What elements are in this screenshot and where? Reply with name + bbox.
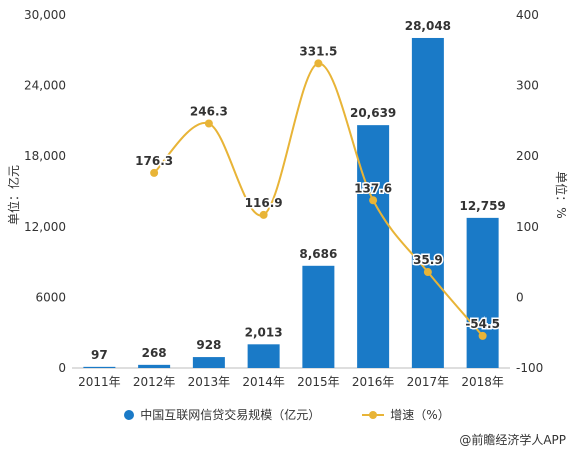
legend-item-bar[interactable]: 中国互联网信贷交易规模（亿元） xyxy=(124,406,320,423)
y-tick-label: 0 xyxy=(58,361,66,375)
line-point[interactable] xyxy=(423,268,432,277)
legend: 中国互联网信贷交易规模（亿元） 增速（%） xyxy=(0,406,574,423)
legend-swatch-line xyxy=(362,410,385,420)
legend-label-bar: 中国互联网信贷交易规模（亿元） xyxy=(140,408,321,422)
y-tick-label: 6000 xyxy=(35,290,66,304)
line-data-label: 246.3 xyxy=(190,105,228,119)
line-point[interactable] xyxy=(259,210,268,219)
line-data-label: 176.3 xyxy=(135,154,173,168)
x-tick-label: 2014年 xyxy=(242,375,285,389)
x-tick-label: 2012年 xyxy=(133,375,176,389)
bar[interactable] xyxy=(247,344,280,368)
y2-tick-label: 300 xyxy=(516,79,539,93)
bar[interactable] xyxy=(83,366,116,368)
y2-tick-label: 200 xyxy=(516,149,539,163)
y2-tick-label: 100 xyxy=(516,220,539,234)
x-tick-label: 2015年 xyxy=(297,375,340,389)
source-credit: @前瞻经济学人APP xyxy=(459,433,566,447)
bar-data-label: 928 xyxy=(196,338,221,352)
y2-tick-label: 0 xyxy=(516,290,524,304)
bar[interactable] xyxy=(192,357,225,368)
line-point[interactable] xyxy=(314,59,323,68)
y2-axis-label: 单位：% xyxy=(554,171,569,218)
line-data-label: 137.6 xyxy=(354,181,392,195)
bar[interactable] xyxy=(411,37,444,368)
bar[interactable] xyxy=(302,265,335,368)
line-point[interactable] xyxy=(369,196,378,205)
legend-item-line[interactable]: 增速（%） xyxy=(362,406,450,423)
line-data-label: 116.9 xyxy=(245,196,283,210)
bar-data-label: 20,639 xyxy=(350,106,396,120)
bar-data-label: 2,013 xyxy=(245,325,283,339)
x-tick-label: 2017年 xyxy=(407,375,450,389)
bar-data-label: 28,048 xyxy=(405,19,451,33)
line-data-label: -54.5 xyxy=(465,317,500,331)
line-data-label: 331.5 xyxy=(299,44,337,58)
bar[interactable] xyxy=(138,364,171,368)
y-axis-label: 单位：亿元 xyxy=(6,165,21,225)
line-point[interactable] xyxy=(150,168,159,177)
y-tick-label: 18,000 xyxy=(24,149,66,163)
y-tick-label: 30,000 xyxy=(24,8,66,22)
bar-data-label: 8,686 xyxy=(299,247,337,261)
bar[interactable] xyxy=(357,125,390,368)
y-tick-label: 12,000 xyxy=(24,220,66,234)
bar-data-label: 268 xyxy=(142,346,167,360)
y-tick-label: 24,000 xyxy=(24,79,66,93)
bar[interactable] xyxy=(466,217,499,368)
x-tick-label: 2018年 xyxy=(461,375,504,389)
x-tick-label: 2016年 xyxy=(352,375,395,389)
legend-label-line: 增速（%） xyxy=(390,408,450,422)
line-point[interactable] xyxy=(204,119,213,128)
x-tick-label: 2011年 xyxy=(78,375,121,389)
x-tick-label: 2013年 xyxy=(188,375,231,389)
line-point[interactable] xyxy=(478,331,487,340)
y2-tick-label: 400 xyxy=(516,8,539,22)
line-data-label: 35.9 xyxy=(413,253,443,267)
legend-swatch-bar xyxy=(124,409,135,420)
bar-data-label: 97 xyxy=(91,348,108,362)
y2-tick-label: -100 xyxy=(516,361,543,375)
bar-data-label: 12,759 xyxy=(459,199,505,213)
